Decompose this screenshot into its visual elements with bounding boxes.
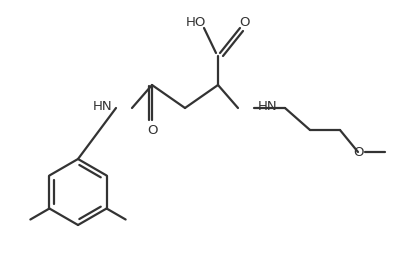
Text: HN: HN bbox=[92, 101, 112, 114]
Text: O: O bbox=[147, 123, 157, 136]
Text: O: O bbox=[239, 15, 249, 28]
Text: O: O bbox=[353, 146, 363, 158]
Text: HN: HN bbox=[258, 101, 277, 114]
Text: HO: HO bbox=[186, 15, 206, 28]
